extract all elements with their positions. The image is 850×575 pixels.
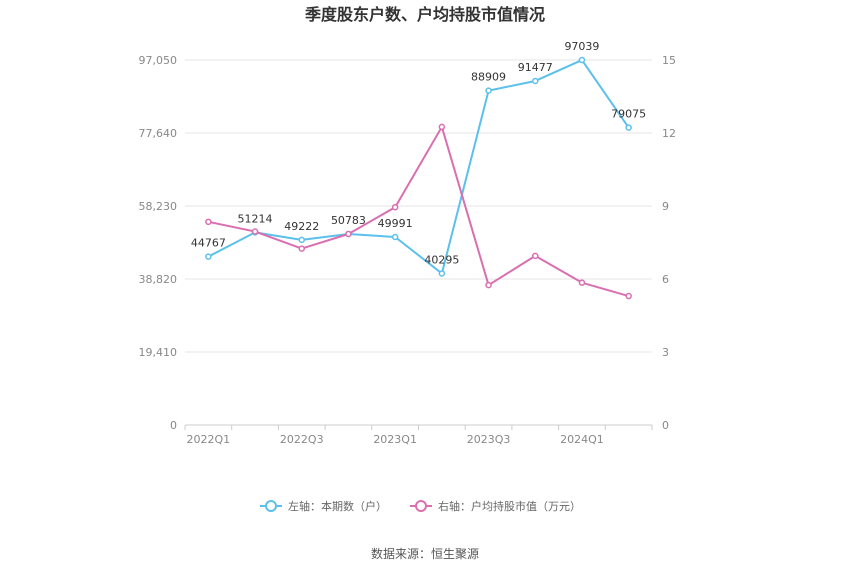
data-label: 79075 <box>611 108 646 121</box>
right-tick-label: 15 <box>662 54 676 67</box>
series-group: 44767 51214 49222 50783 49991 40295 88909 91477… <box>191 40 646 300</box>
data-point <box>205 218 212 226</box>
left-tick-label: 38,820 <box>139 273 178 286</box>
data-point <box>391 233 399 241</box>
data-point <box>485 87 492 94</box>
data-point <box>438 123 446 131</box>
data-label: 44767 <box>191 237 226 250</box>
data-point <box>205 253 212 260</box>
data-point <box>625 124 632 131</box>
legend-item[interactable]: 左轴：本期数（户） <box>260 499 387 513</box>
right-axis-ticks: 0 3 6 9 12 15 <box>662 54 676 432</box>
chart-title: 季度股东户数、户均持股市值情况 <box>304 5 545 24</box>
data-label: 49222 <box>284 220 319 233</box>
left-tick-label: 77,640 <box>139 127 178 140</box>
data-point <box>532 77 539 85</box>
source-note: 数据来源：恒生聚源 <box>371 546 479 561</box>
data-point <box>578 56 586 64</box>
legend-label: 右轴：户均持股市值（万元） <box>438 499 581 513</box>
x-tick-label: 2024Q1 <box>560 433 604 446</box>
left-tick-label: 0 <box>170 419 177 432</box>
x-tick-label: 2022Q3 <box>280 433 324 446</box>
data-point <box>485 281 492 289</box>
x-tick-label: 2022Q1 <box>187 433 231 446</box>
right-tick-label: 6 <box>662 273 669 286</box>
series-line-holders <box>207 59 630 275</box>
left-tick-label: 58,230 <box>139 200 178 213</box>
data-point <box>578 279 586 286</box>
gridlines <box>185 59 652 426</box>
right-tick-label: 12 <box>662 127 676 140</box>
series-line-market-value <box>208 125 629 297</box>
data-label: 88909 <box>471 71 506 84</box>
left-axis-ticks: 0 19,410 38,820 58,230 77,640 97,050 <box>139 54 178 432</box>
left-tick-label: 19,410 <box>139 346 178 359</box>
x-tick-label: 2023Q1 <box>373 433 417 446</box>
x-axis: 2022Q1 2022Q3 2023Q1 2023Q3 2024Q1 <box>184 425 653 446</box>
legend-label: 左轴：本期数（户） <box>288 499 387 513</box>
legend-marker <box>415 500 427 512</box>
right-tick-label: 9 <box>662 200 669 213</box>
data-point <box>298 236 305 244</box>
data-label: 91477 <box>518 61 553 74</box>
data-label: 40295 <box>424 253 459 266</box>
legend-marker <box>265 500 277 512</box>
x-tick-label: 2023Q3 <box>467 433 511 446</box>
left-tick-label: 97,050 <box>139 54 178 67</box>
data-label: 97039 <box>564 40 599 53</box>
data-label: 51214 <box>238 212 273 225</box>
data-point <box>391 203 399 211</box>
data-point <box>345 230 352 238</box>
right-tick-label: 3 <box>662 346 669 359</box>
data-point <box>625 292 632 300</box>
data-point <box>438 270 446 277</box>
data-label: 49991 <box>378 217 413 230</box>
legend[interactable]: 左轴：本期数（户） 右轴：户均持股市值（万元） <box>260 499 581 513</box>
right-tick-label: 0 <box>662 419 669 432</box>
legend-item[interactable]: 右轴：户均持股市值（万元） <box>410 499 581 513</box>
data-point <box>251 228 259 235</box>
data-point <box>532 252 539 260</box>
data-label: 50783 <box>331 214 366 227</box>
data-point <box>298 245 305 252</box>
